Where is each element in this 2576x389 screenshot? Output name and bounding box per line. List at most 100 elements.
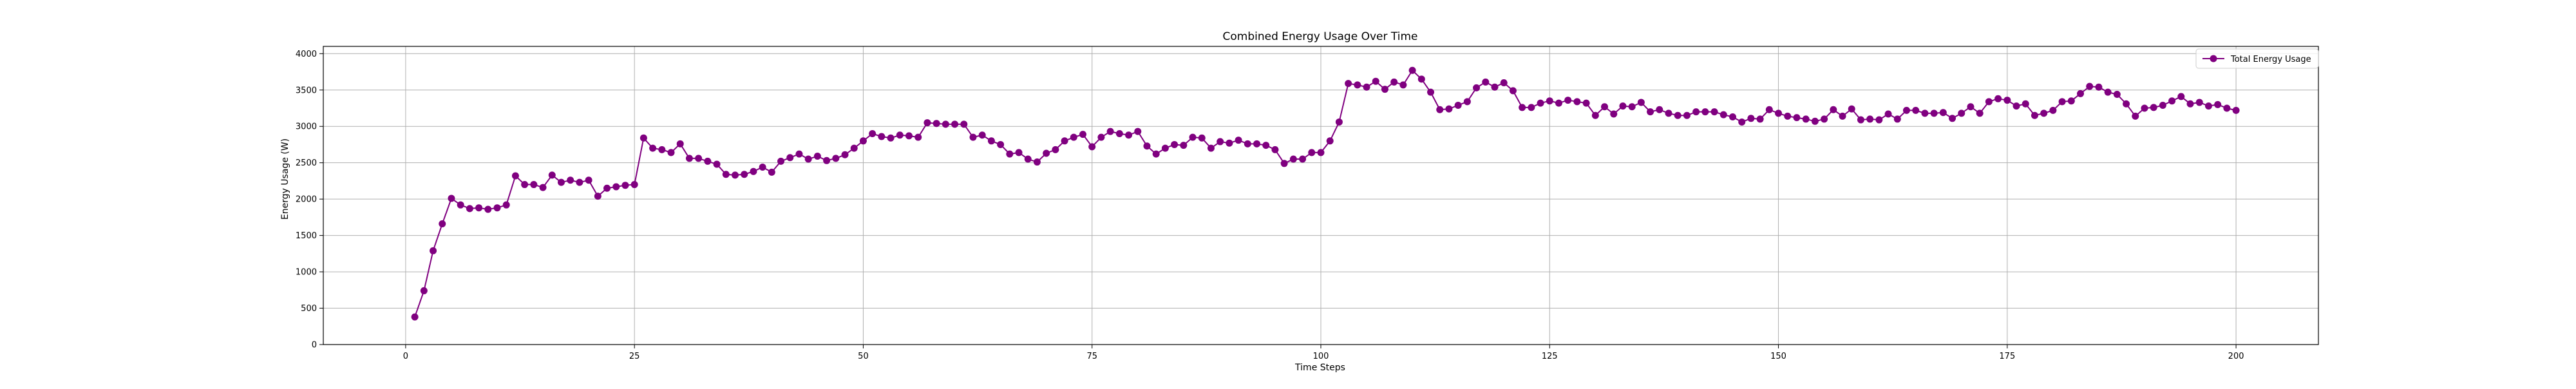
data-point [2077,90,2085,97]
data-point [448,194,455,202]
data-point [732,171,739,179]
data-point [466,205,473,213]
data-point [1802,115,1810,123]
data-point [2195,99,2203,106]
data-point [1866,115,1874,123]
data-point [1180,142,1188,149]
data-point [2141,104,2148,112]
data-point [411,313,419,321]
data-point [667,149,675,157]
data-point [1656,106,1663,113]
data-point [1893,115,1901,123]
data-point [502,201,510,209]
data-point [850,144,858,152]
data-point [1647,108,1654,116]
data-point [567,176,574,184]
data-point [1875,116,1883,124]
data-point [1390,78,1398,86]
data-point [2159,101,2166,109]
y-tick-label: 1500 [296,231,317,241]
data-point [1821,115,1828,123]
x-tick-label: 175 [1999,352,2015,361]
data-point [1994,95,2002,102]
data-point [1665,109,1672,117]
data-point [1115,130,1123,138]
data-point [1967,103,1975,111]
data-point [548,171,556,179]
data-point [1473,84,1481,91]
data-point [1528,104,1535,111]
data-point [475,204,483,212]
data-point [1061,137,1068,145]
data-point [786,154,794,162]
data-point [1345,80,1352,88]
data-point [2058,98,2066,106]
data-point [1610,110,1618,118]
data-point [457,201,464,209]
data-point [1381,86,1388,93]
data-point [1601,103,1609,111]
y-tick-label: 500 [301,304,317,314]
data-point [1317,149,1325,157]
axes [319,46,2319,348]
data-point [2113,91,2121,99]
y-tick-label: 0 [312,341,317,350]
data-point [750,167,757,175]
data-point [1271,146,1279,153]
data-point [639,134,647,142]
data-point [594,193,601,200]
data-point [1500,79,1508,86]
data-point [795,150,803,158]
data-point [2232,106,2240,114]
data-point [1912,106,1920,114]
data-point [997,140,1005,148]
data-point [430,247,437,254]
data-point [1088,143,1096,151]
data-point [841,151,849,158]
y-tick-label: 2500 [296,158,317,168]
data-point [2031,111,2038,119]
data-point [1509,87,1517,95]
data-point [1738,118,1746,126]
data-point [2123,100,2130,108]
data-point [759,163,766,171]
data-point [439,220,446,228]
data-point [1756,115,1764,123]
data-point [1546,97,1553,105]
data-point [1591,111,1599,119]
data-point [1491,83,1499,91]
plot-frame [323,46,2319,345]
data-point [896,131,904,139]
data-point [2168,97,2176,105]
data-point [1152,150,1160,158]
data-point [557,178,565,186]
data-point [2049,106,2057,114]
data-point [1070,133,1077,141]
series-layer [411,66,2240,321]
data-point [1949,115,1956,122]
data-point [2022,100,2029,108]
data-point [1811,117,1819,125]
data-point [1125,131,1133,139]
data-point [887,134,895,142]
data-point [658,146,666,153]
data-point [987,137,995,145]
data-point [1033,158,1041,166]
data-point [1985,98,1993,106]
data-point [1463,98,1471,106]
y-tick-label: 2000 [296,195,317,205]
data-point [1674,111,1681,119]
data-point [1445,105,1453,113]
data-point [1582,99,1590,107]
data-point [630,181,638,189]
x-tick-label: 200 [2228,352,2244,361]
data-point [1765,106,1773,113]
data-point [1308,149,1316,157]
legend-marker-swatch [2210,55,2217,62]
chart-title: Combined Energy Usage Over Time [1223,30,1418,43]
data-point [1354,81,1361,89]
data-point [1719,111,1727,119]
data-point [704,157,712,165]
data-point [1372,77,1379,85]
